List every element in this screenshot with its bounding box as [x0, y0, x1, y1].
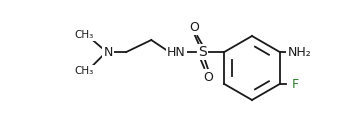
Text: F: F — [292, 77, 299, 90]
Text: O: O — [189, 21, 199, 34]
Text: HN: HN — [167, 46, 186, 58]
Text: NH₂: NH₂ — [288, 46, 312, 58]
Text: O: O — [203, 70, 213, 83]
Text: S: S — [198, 45, 207, 59]
Text: CH₃: CH₃ — [75, 66, 94, 76]
Text: CH₃: CH₃ — [75, 30, 94, 40]
Text: N: N — [104, 46, 113, 58]
